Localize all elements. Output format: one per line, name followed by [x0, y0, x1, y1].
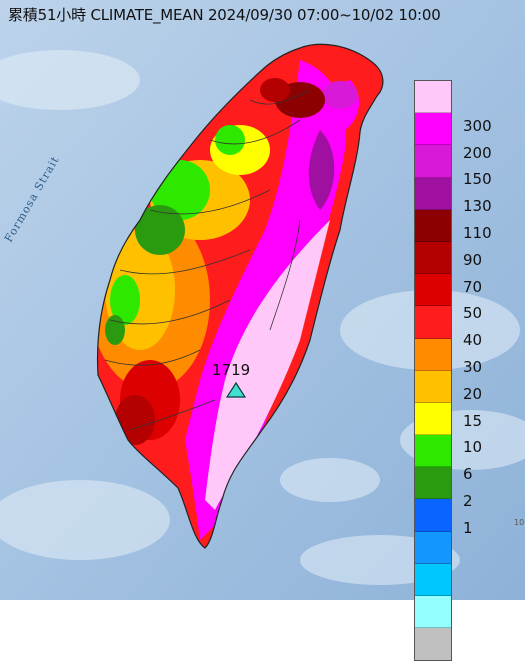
edge-mark: 10: [514, 518, 525, 527]
legend-label: 300: [463, 116, 492, 135]
map-title: 累積51小時 CLIMATE_MEAN 2024/09/30 07:00~10/…: [8, 6, 441, 24]
legend-label: 20: [463, 384, 483, 403]
legend-label: 30: [463, 358, 483, 376]
legend-swatch: [415, 241, 451, 275]
legend-swatch: [415, 145, 451, 178]
legend-swatch: [415, 306, 451, 339]
legend-swatch: [415, 628, 451, 661]
legend-swatch: [415, 596, 451, 629]
legend-swatch: [415, 177, 451, 210]
legend-label: 6: [463, 465, 473, 484]
legend-label: 40: [463, 331, 483, 350]
legend-swatch: [415, 370, 451, 403]
county-boundaries: [104, 89, 311, 431]
color-legend: [414, 80, 452, 661]
legend-label: 1: [463, 518, 473, 537]
legend-label: 200: [463, 143, 492, 162]
legend-label: 15: [463, 411, 483, 430]
legend-swatch: [415, 435, 451, 468]
taiwan-outline: [96, 43, 384, 549]
legend-swatch: [415, 499, 451, 532]
legend-swatch: [415, 531, 451, 564]
legend-label: 70: [463, 277, 483, 296]
legend-label: 150: [463, 170, 492, 189]
legend-label: 10: [463, 438, 483, 457]
legend-label: 2: [463, 492, 473, 510]
legend-swatch: [415, 467, 451, 500]
triangle-marker-icon: [226, 382, 246, 398]
legend-label: 130: [463, 197, 492, 216]
legend-swatch: [415, 113, 451, 146]
legend-swatch: [415, 563, 451, 596]
legend-swatch: [415, 274, 451, 307]
legend-swatch: [415, 402, 451, 436]
legend-label: 50: [463, 304, 483, 323]
peak-value: 1719: [212, 361, 251, 379]
legend-swatch: [415, 81, 451, 114]
legend-label: 90: [463, 250, 483, 269]
legend-swatch: [415, 209, 451, 242]
legend-label: 110: [463, 224, 492, 242]
legend-swatch: [415, 338, 451, 371]
